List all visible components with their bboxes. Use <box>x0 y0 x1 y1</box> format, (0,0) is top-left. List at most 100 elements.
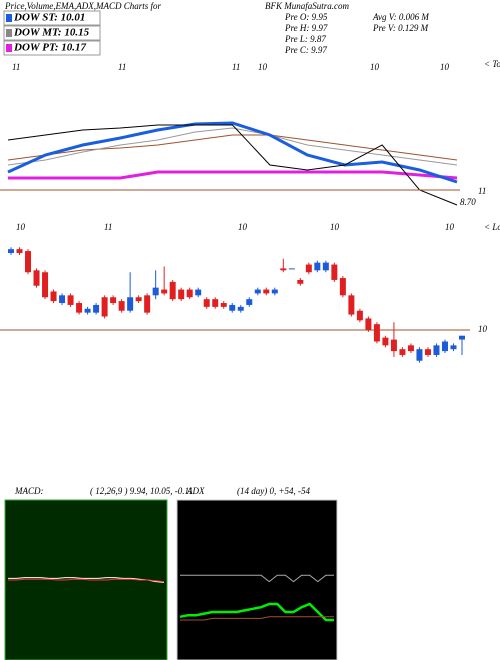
y-tick-label: 10 <box>478 324 488 334</box>
candle-body <box>254 289 261 294</box>
panel-params: (14 day) 0, +54, -54 <box>237 486 311 496</box>
candle-body <box>280 268 287 271</box>
series-line <box>7 134 458 161</box>
legend-box <box>3 10 101 26</box>
x-label: 10 <box>370 62 380 72</box>
candle-body <box>50 291 57 302</box>
info-text: Pre L: 9.87 <box>284 34 326 44</box>
candle-body <box>178 289 185 300</box>
x-label: 11 <box>118 62 126 72</box>
annotation: 8.70 <box>460 197 476 207</box>
candle-body <box>42 272 49 298</box>
candle-body <box>203 299 210 307</box>
candle-body <box>416 349 423 361</box>
candle-body <box>271 289 278 294</box>
candle-body <box>433 345 440 355</box>
panel-params: ( 12,26,9 ) 9.94, 10.05, -0.11 <box>90 486 193 496</box>
series-line <box>7 121 458 184</box>
candle-body <box>331 264 338 280</box>
candle-body <box>135 297 142 302</box>
info-text: Avg V: 0.006 M <box>372 12 429 22</box>
candle-body <box>263 289 270 294</box>
candle-body <box>459 335 465 340</box>
x-label: 10 <box>445 222 455 232</box>
series-line <box>7 124 458 206</box>
legend-text: DOW ST: 10.01 <box>13 12 85 24</box>
panel <box>176 499 338 660</box>
candle-body <box>373 324 380 342</box>
candle-body <box>339 278 346 296</box>
candle-body <box>297 279 304 284</box>
x-label: 11 <box>12 62 20 72</box>
series-line <box>8 578 165 583</box>
candle-body <box>16 249 23 254</box>
series-line <box>7 127 458 166</box>
panel-title: MACD: <box>14 486 44 496</box>
candle-body <box>25 251 32 273</box>
candle-body <box>305 264 312 273</box>
candle-body <box>365 318 372 330</box>
candle-body <box>390 339 397 352</box>
candle-body <box>118 301 125 311</box>
legend-box <box>3 40 101 56</box>
candle-body <box>76 303 83 313</box>
candle-body <box>399 349 406 355</box>
candle-body <box>195 289 202 296</box>
candle-body <box>110 297 117 304</box>
legend-swatch <box>6 29 12 37</box>
series-line <box>8 577 165 583</box>
info-text: Pre V: 0.129 M <box>372 23 429 33</box>
side-label: < Lowe <box>484 222 500 232</box>
legend-text: DOW MT: 10.15 <box>13 27 90 39</box>
candle-body <box>169 281 176 300</box>
x-label: 10 <box>330 222 340 232</box>
candle-body <box>152 287 159 296</box>
candle-body <box>84 308 91 313</box>
x-label: 10 <box>440 62 450 72</box>
legend-box <box>3 25 101 41</box>
candle-body <box>407 345 414 352</box>
series-line <box>180 616 334 621</box>
page-title: Price,Volume,EMA,ADX,MACD Charts for <box>4 1 161 11</box>
legend-text: DOW PT: 10.17 <box>13 42 87 54</box>
candle-body <box>67 295 74 305</box>
candle-body <box>186 289 193 298</box>
candle-body <box>8 249 14 254</box>
candle-body <box>93 304 100 313</box>
series-line <box>179 602 334 622</box>
candle-body <box>212 299 219 307</box>
side-label: < Topo <box>484 59 500 69</box>
x-label: 10 <box>238 222 248 232</box>
candle-body <box>288 268 295 270</box>
candle-body <box>322 262 329 271</box>
candle-body <box>382 337 389 346</box>
candle-body <box>33 270 40 286</box>
candle-body <box>424 349 431 355</box>
candle-body <box>356 310 363 321</box>
info-text: Pre H: 9.97 <box>284 23 328 33</box>
candle-body <box>101 297 108 317</box>
candle-body <box>237 306 244 311</box>
legend-swatch <box>6 14 12 22</box>
x-label: 11 <box>232 62 240 72</box>
panel-title: ADX <box>186 486 205 496</box>
x-label: 11 <box>104 222 112 232</box>
candle-body <box>161 289 168 294</box>
candle-body <box>441 341 448 352</box>
candle-body <box>348 295 355 315</box>
candle-body <box>144 295 151 313</box>
x-label: 10 <box>258 62 268 72</box>
candle-body <box>314 262 321 271</box>
candle-body <box>246 299 253 305</box>
candle-body <box>127 297 134 311</box>
info-text: Pre C: 9.97 <box>284 45 327 55</box>
candle-body <box>229 304 236 311</box>
series-line <box>180 574 334 583</box>
site-name: BFK MunafaSutra.com <box>265 1 349 11</box>
series-line <box>8 170 458 180</box>
candle-body <box>59 295 66 304</box>
legend-swatch <box>6 44 12 52</box>
info-text: Pre O: 9.95 <box>284 12 328 22</box>
x-label: 10 <box>16 222 26 232</box>
